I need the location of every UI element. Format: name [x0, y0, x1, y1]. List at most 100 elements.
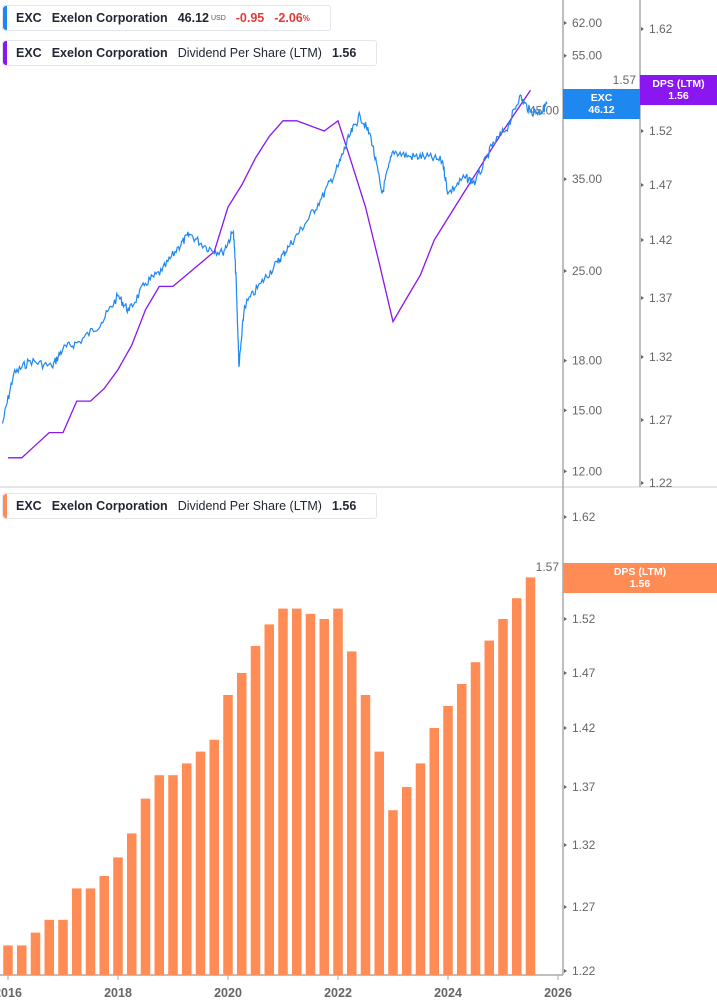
dps-bar	[443, 706, 453, 975]
price-tick-mark	[564, 177, 567, 182]
dps-bar	[85, 888, 96, 975]
dps-bar	[168, 775, 178, 975]
dps-tick-label: 1.42	[649, 233, 673, 247]
dps-tag-top: DPS (LTM) 1.56	[640, 75, 717, 105]
dps-tag-value: 1.56	[668, 90, 689, 102]
dps-bar	[154, 775, 164, 975]
legend-price: 46.12	[177, 11, 209, 25]
dps-bar	[388, 810, 398, 975]
dps-bar	[333, 608, 343, 975]
dps-legend-color	[3, 494, 7, 518]
dps-bar	[429, 728, 439, 975]
dps-tick-mark	[564, 671, 567, 675]
dps-bar	[72, 888, 82, 975]
dps-tick-mark	[641, 481, 644, 485]
dps-bar	[347, 651, 357, 975]
dps-legend-color	[3, 41, 7, 65]
legend-value: 1.56	[331, 46, 357, 60]
dps-bar	[512, 598, 522, 975]
price-line	[1, 94, 548, 424]
dps-bar	[250, 646, 261, 975]
dps-tick-mark	[564, 515, 567, 519]
dps-tick-label: 1.27	[649, 413, 673, 427]
dps-bar	[278, 608, 288, 975]
dps-bar	[484, 640, 494, 975]
legend-company: Exelon Corporation	[51, 499, 168, 513]
legend-metric: Dividend Per Share (LTM)	[177, 46, 322, 60]
dps-tick-mark	[564, 843, 567, 847]
legend-change: -0.95	[235, 11, 265, 25]
dps-bar	[264, 624, 274, 975]
x-tick-label: 2018	[104, 986, 132, 1000]
dps-tick-label: 1.47	[649, 178, 673, 192]
dps-tick-label: 1.52	[649, 124, 673, 138]
dps-tick-mark	[641, 129, 644, 133]
price-tick-label: 35.00	[572, 172, 602, 186]
price-tag-label: EXC	[590, 92, 613, 104]
dps-tick-label: 1.62	[649, 22, 673, 36]
dps-bar	[127, 833, 137, 975]
legend-ticker: EXC	[16, 11, 42, 25]
dps-bar	[525, 577, 536, 975]
dps-tick-mark	[641, 296, 644, 300]
dps-bar	[223, 695, 233, 975]
dps-tick-label: 1.42	[572, 721, 596, 735]
dps-tick-label: 1.22	[572, 964, 596, 978]
dps-bar	[195, 751, 206, 975]
dps-bar	[44, 919, 54, 975]
dps-bar	[319, 619, 329, 975]
dps-bar	[17, 945, 27, 975]
dps-legend-bottom[interactable]: EXC Exelon Corporation Dividend Per Shar…	[2, 493, 378, 519]
x-tick-label: 2022	[324, 986, 352, 1000]
price-tick-mark	[564, 21, 567, 25]
dps-tick-label: 1.32	[649, 350, 673, 364]
dps-tick-label: 1.22	[649, 476, 673, 490]
price-tag-value: 46.12	[588, 104, 615, 116]
dps-bar	[374, 751, 384, 975]
dps-tick-label: 1.57	[536, 560, 560, 574]
legend-company: Exelon Corporation	[51, 46, 168, 60]
dps-bar	[30, 932, 41, 975]
dps-tag-value: 1.56	[629, 578, 651, 590]
dps-tick-label: 1.47	[572, 666, 596, 680]
price-tick-mark	[564, 408, 567, 413]
dps-bar	[99, 876, 109, 975]
dps-tick-mark	[641, 418, 644, 422]
dps-bar	[305, 613, 316, 975]
dps-tick-label: 1.52	[572, 612, 596, 626]
legend-change-pct: -2.06	[274, 11, 303, 25]
legend-currency: USD	[210, 14, 226, 22]
dps-bar	[498, 619, 508, 975]
price-tick-mark	[564, 53, 567, 58]
price-tick-mark	[564, 268, 567, 273]
dps-bar	[140, 798, 151, 975]
dps-bar	[182, 763, 192, 975]
price-tick-label: 15.00	[572, 403, 602, 417]
price-tag: EXC 46.12	[563, 89, 640, 119]
legend-ticker: EXC	[16, 499, 42, 513]
dps-tick-label: 1.37	[572, 780, 596, 794]
dps-legend-top[interactable]: EXC Exelon Corporation Dividend Per Shar…	[2, 40, 378, 66]
legend-ticker: EXC	[16, 46, 42, 60]
dps-bar	[360, 695, 371, 975]
dps-bar	[402, 787, 412, 975]
price-tick-label: 12.00	[572, 464, 602, 478]
dps-tag-bottom: DPS (LTM) 1.56	[563, 563, 717, 593]
price-tick-label: 55.00	[572, 49, 602, 63]
dps-tick-mark	[564, 785, 567, 789]
x-tick-label: 2024	[434, 986, 462, 1000]
dps-tag-label: DPS (LTM)	[652, 78, 705, 90]
x-tick-label: 2020	[214, 986, 242, 1000]
price-tick-mark	[564, 358, 567, 363]
dps-tick-mark	[564, 905, 567, 909]
price-tick-label: 62.00	[572, 16, 602, 30]
legend-company: Exelon Corporation	[51, 11, 168, 25]
dps-bar	[209, 739, 219, 975]
dps-bar	[3, 945, 13, 975]
dps-tick-mark	[641, 355, 644, 359]
price-legend[interactable]: EXC Exelon Corporation 46.12 USD -0.95 -…	[2, 5, 331, 31]
price-tick-label: 25.00	[572, 264, 602, 278]
